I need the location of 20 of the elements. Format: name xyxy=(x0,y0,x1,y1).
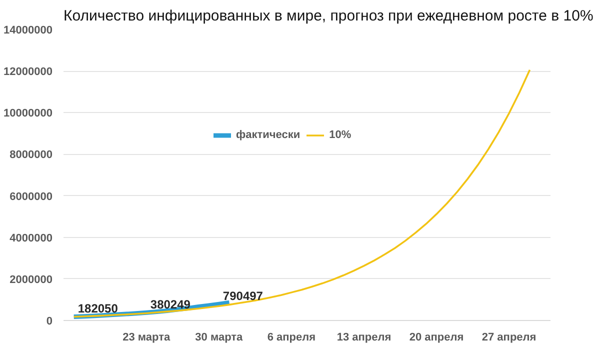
chart-title: Количество инфицированных в мире, прогноз при ежедневном росте в 10% xyxy=(64,8,594,24)
x-tick-label: 6 апреля xyxy=(267,332,316,344)
y-tick-label: 10000000 xyxy=(4,108,53,120)
y-tick-label: 4000000 xyxy=(10,232,53,244)
y-tick-label: 12000000 xyxy=(4,66,53,78)
data-label: 182050 xyxy=(78,302,118,316)
x-tick-label: 13 апреля xyxy=(336,332,392,344)
legend-label: 10% xyxy=(329,129,352,141)
y-tick-label: 6000000 xyxy=(10,190,53,203)
x-tick-label: 30 марта xyxy=(195,332,244,344)
x-tick-label: 20 апреля xyxy=(409,332,464,344)
x-tick-label: 27 апреля xyxy=(482,332,536,344)
y-tick-label: 14000000 xyxy=(4,24,53,36)
y-tick-label: 2000000 xyxy=(10,274,53,286)
y-tick-label: 8000000 xyxy=(10,149,53,162)
data-label: 380249 xyxy=(150,298,191,312)
y-tick-label: 0 xyxy=(46,316,53,328)
legend-label: фактически xyxy=(236,129,300,141)
x-tick-label: 23 марта xyxy=(122,332,172,344)
data-label: 790497 xyxy=(222,289,264,304)
